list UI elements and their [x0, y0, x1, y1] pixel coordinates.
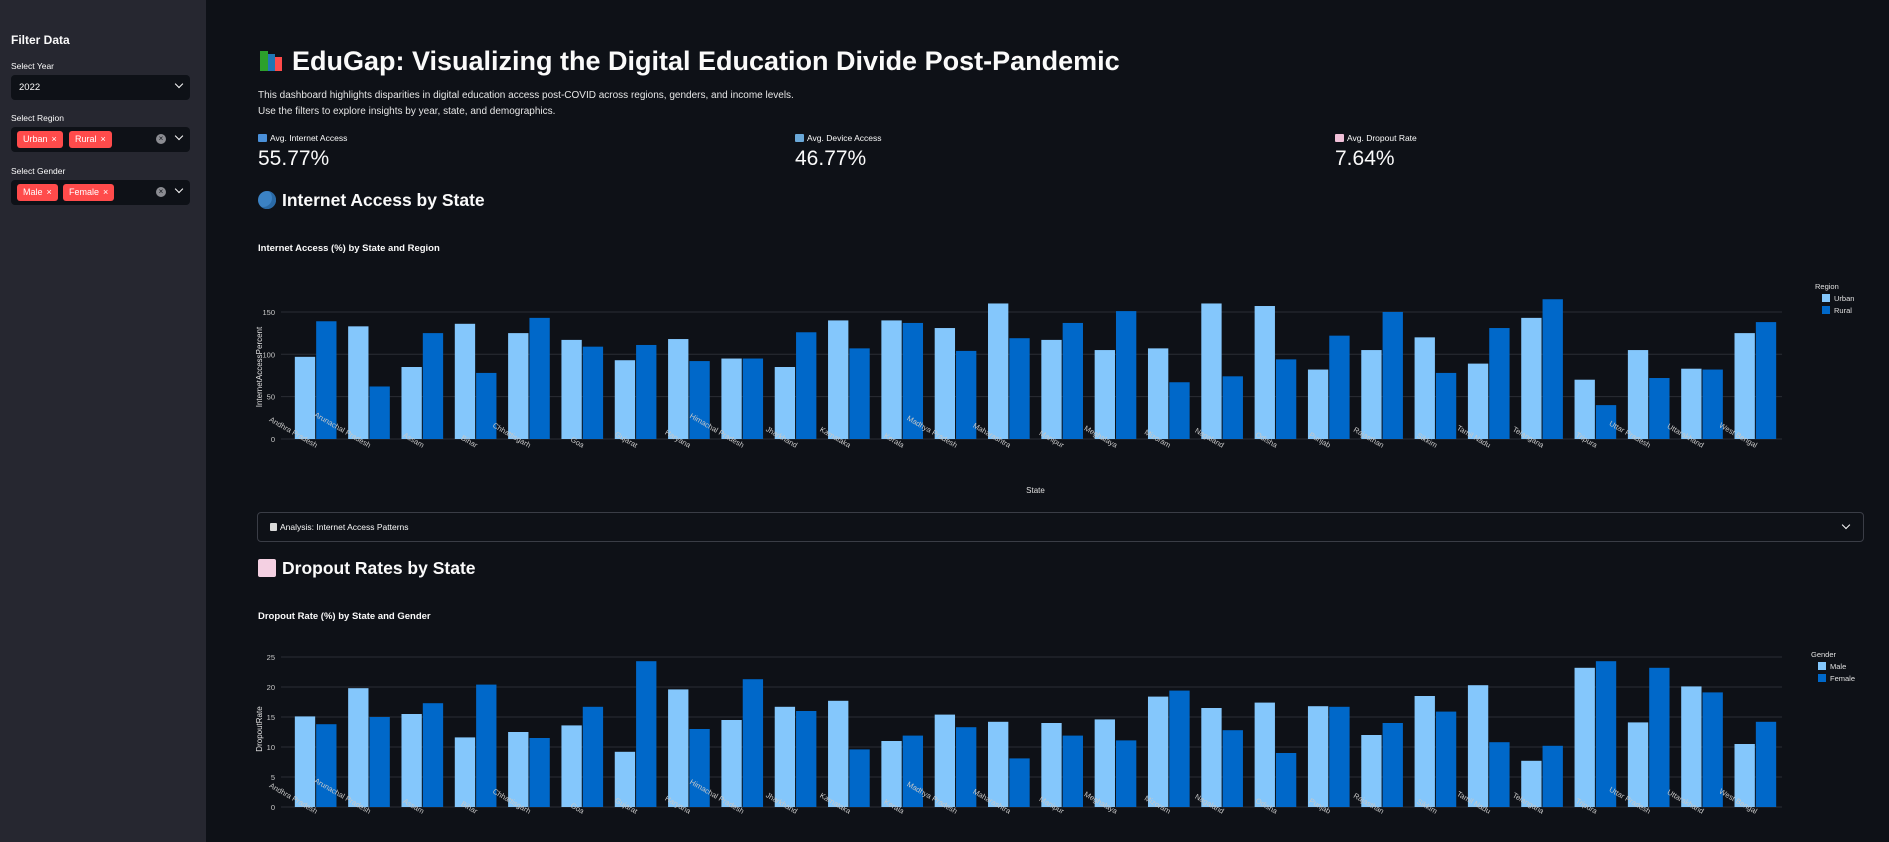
metric-device: Avg. Device Access 46.77% — [795, 133, 882, 170]
region-tag-urban[interactable]: Urban × — [17, 131, 63, 148]
document-icon — [270, 523, 277, 531]
sidebar: Filter Data Select Year 2022 Select Regi… — [0, 0, 206, 842]
analysis-expander[interactable]: Analysis: Internet Access Patterns — [257, 512, 1864, 542]
year-select[interactable]: 2022 — [11, 75, 190, 100]
section-title-dropout: Dropout Rates by State — [258, 558, 476, 579]
metric-value: 7.64% — [1335, 147, 1395, 170]
description-line-1: This dashboard highlights disparities in… — [258, 90, 794, 101]
chevron-down-icon[interactable] — [174, 184, 184, 194]
chevron-down-icon — [174, 79, 184, 89]
clear-icon[interactable]: × — [156, 134, 166, 144]
chart-down-icon — [1335, 134, 1344, 142]
remove-tag-icon[interactable]: × — [46, 187, 52, 197]
year-select-value: 2022 — [19, 82, 41, 93]
chevron-down-icon — [1841, 520, 1851, 530]
remove-tag-icon[interactable]: × — [51, 134, 57, 144]
gender-label: Select Gender — [11, 166, 66, 176]
chart-down-icon — [258, 559, 276, 577]
chart-title-dropout: Dropout Rate (%) by State and Gender — [258, 611, 431, 622]
region-tag-rural[interactable]: Rural × — [69, 131, 112, 148]
globe-icon — [258, 191, 276, 209]
description-line-2: Use the filters to explore insights by y… — [258, 106, 556, 117]
metric-internet: Avg. Internet Access 55.77% — [258, 133, 348, 170]
sidebar-title: Filter Data — [11, 33, 70, 47]
gender-tag-male[interactable]: Male × — [17, 184, 58, 201]
clear-icon[interactable]: × — [156, 187, 166, 197]
chart-title-internet: Internet Access (%) by State and Region — [258, 243, 440, 254]
books-icon — [258, 48, 284, 74]
metric-value: 55.77% — [258, 147, 330, 170]
expander-label: Analysis: Internet Access Patterns — [270, 522, 409, 532]
laptop-icon — [795, 134, 804, 142]
remove-tag-icon[interactable]: × — [103, 187, 109, 197]
gender-tag-female[interactable]: Female × — [63, 184, 115, 201]
main-content: EduGap: Visualizing the Digital Educatio… — [206, 0, 1889, 842]
page-title: EduGap: Visualizing the Digital Educatio… — [258, 46, 1120, 77]
region-multiselect[interactable]: Urban × Rural × × — [11, 127, 190, 152]
chevron-down-icon[interactable] — [174, 131, 184, 141]
gender-multiselect[interactable]: Male × Female × × — [11, 180, 190, 205]
region-label: Select Region — [11, 113, 64, 123]
section-title-internet: Internet Access by State — [258, 190, 485, 211]
metric-dropout: Avg. Dropout Rate 7.64% — [1335, 133, 1417, 170]
remove-tag-icon[interactable]: × — [100, 134, 106, 144]
bar-chart-icon — [258, 134, 267, 142]
metric-value: 46.77% — [795, 147, 867, 170]
year-label: Select Year — [11, 61, 55, 71]
